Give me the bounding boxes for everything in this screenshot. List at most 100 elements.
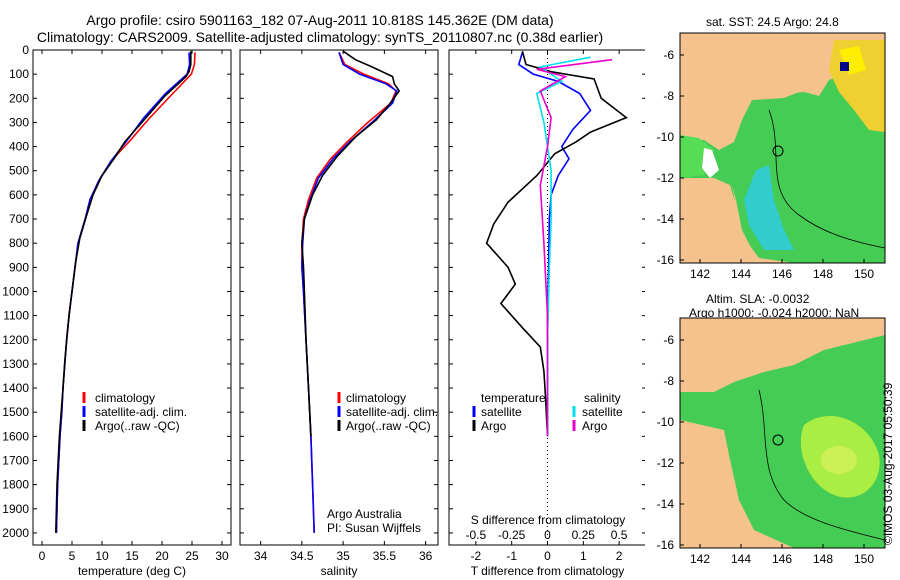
panel-salinity: 34 34.5 35 35.5 36 salinity xyxy=(239,49,439,578)
s-difference-tick-label: -0.25 xyxy=(498,528,526,542)
sla-map-cape-york xyxy=(680,425,764,548)
salinity-series-argo-raw-qc xyxy=(301,50,401,437)
sst-lat-tick-label: -10 xyxy=(657,130,675,144)
temperature-series-satellite-adj-clim xyxy=(55,52,191,533)
difference-series-salinity-argo xyxy=(536,58,613,437)
sla-lon-tick-label: 142 xyxy=(690,552,710,566)
depth-tick-label: 1100 xyxy=(3,309,29,323)
salinity-plot-frame xyxy=(239,49,439,546)
sla-map-isobath xyxy=(758,389,885,541)
profile-plots: climatology satellite-adj. clim. Argo(..… xyxy=(2,43,645,578)
sla-lon-tick-label: 144 xyxy=(731,552,751,566)
depth-tick-label: 1500 xyxy=(2,405,29,419)
sst-lat-tick-label: -8 xyxy=(663,89,674,103)
credit-line1: Argo Australia xyxy=(327,507,402,521)
difference-series-temperature-satellite xyxy=(517,52,592,437)
legend2-climatology-label: climatology xyxy=(346,391,406,405)
legend2-argo-label: Argo(..raw -QC) xyxy=(346,419,431,433)
s-difference-tick-label: 0 xyxy=(544,528,551,542)
figure-subtitle: Climatology: CARS2009. Satellite-adjuste… xyxy=(36,29,604,45)
figure-title: Argo profile: csiro 5901163_182 07-Aug-2… xyxy=(86,12,554,28)
sla-lat-tick-label: -6 xyxy=(663,333,674,347)
temperature-x-tick-label: 15 xyxy=(125,549,139,563)
temperature-x-tick-label: 10 xyxy=(95,549,109,563)
sla-map-peak-anomaly xyxy=(821,446,857,474)
difference-x-tick-label: -1 xyxy=(506,549,517,563)
depth-tick-label: 800 xyxy=(9,236,29,250)
sla-lat-tick-label: -10 xyxy=(657,415,675,429)
sst-lon-tick-label: 150 xyxy=(854,267,874,281)
salinity-x-tick-label: 35.5 xyxy=(373,549,397,563)
depth-tick-label: 1600 xyxy=(2,429,29,443)
s-difference-tick-label: 0.25 xyxy=(572,528,596,542)
depth-tick-label: 100 xyxy=(9,67,29,81)
sla-map xyxy=(680,318,885,548)
difference-x-tick-label: -2 xyxy=(471,549,482,563)
sst-lon-tick-label: 146 xyxy=(772,267,792,281)
legend-difference: temperature salinity satellite Argo sate… xyxy=(471,391,626,527)
difference-series-temperature-argo xyxy=(485,50,628,437)
depth-tick-label: 0 xyxy=(22,43,29,57)
depth-tick-label: 2000 xyxy=(2,526,29,540)
legend-s-argo-label: Argo xyxy=(582,419,608,433)
legend-climatology-label: climatology xyxy=(95,391,155,405)
sla-map-title-1: Altim. SLA: -0.0032 xyxy=(706,292,810,306)
sla-lat-tick-label: -16 xyxy=(657,538,675,552)
depth-tick-label: 1900 xyxy=(2,502,29,516)
sla-lon-tick-label: 146 xyxy=(772,552,792,566)
temperature-series-climatology xyxy=(55,52,196,533)
s-difference-tick-label: -0.5 xyxy=(466,528,487,542)
salinity-x-tick-label: 34.5 xyxy=(290,549,314,563)
sla-lon-tick-label: 148 xyxy=(813,552,833,566)
temperature-x-tick-label: 20 xyxy=(155,549,169,563)
salinity-x-tick-label: 35 xyxy=(336,549,350,563)
legend-temperature-salinity: climatology satellite-adj. clim. Argo(..… xyxy=(82,391,438,535)
imos-timestamp: ©IMOS 03-Aug-2017 05:50:39 xyxy=(881,382,895,545)
legend-t-argo-label: Argo xyxy=(481,419,507,433)
depth-tick-label: 1000 xyxy=(2,284,29,298)
depth-tick-label: 400 xyxy=(9,140,29,154)
depth-tick-label: 1400 xyxy=(2,381,29,395)
depth-tick-label: 600 xyxy=(9,188,29,202)
depth-tick-label: 300 xyxy=(9,115,29,129)
credit-line2: PI: Susan Wijffels xyxy=(327,521,421,535)
sst-map-gap xyxy=(702,148,719,178)
salinity-x-tick-label: 36 xyxy=(419,549,433,563)
difference-series-group xyxy=(485,50,628,437)
sst-map-argo-location xyxy=(772,145,784,157)
temperature-x-tick-label: 25 xyxy=(185,549,199,563)
difference-x-tick-label: 0 xyxy=(544,549,551,563)
difference-x-axis-label: T difference from climatology xyxy=(471,564,625,578)
panel-difference: -2 -1 0 1 2T difference from climatology -0.5… xyxy=(448,49,645,578)
salinity-series-climatology xyxy=(301,52,397,533)
maps: -6 -8 -10 -12 -14 -16 142 144 146 148 150 -6 -8 -10 -1… xyxy=(657,32,886,566)
sla-lat-tick-label: -12 xyxy=(657,456,675,470)
depth-tick-label: 500 xyxy=(9,164,29,178)
sst-map-coastal-cyan xyxy=(744,165,794,250)
salinity-series-satellite-adj-clim xyxy=(301,52,398,533)
salinity-series-group xyxy=(301,50,401,533)
sst-lon-tick-label: 142 xyxy=(690,267,710,281)
sst-lat-tick-label: -16 xyxy=(657,253,675,267)
sla-map-new-guinea xyxy=(680,318,885,392)
depth-tick-label: 1700 xyxy=(2,453,29,467)
legend-salinity-heading: salinity xyxy=(584,391,621,405)
temperature-x-tick-label: 30 xyxy=(215,549,229,563)
legend-argo-label: Argo(..raw -QC) xyxy=(95,419,180,433)
sst-map-sea xyxy=(680,74,885,263)
legend2-satellite-label: satellite-adj. clim. xyxy=(346,405,438,419)
sla-map-argo-location xyxy=(772,434,784,446)
sla-lon-tick-label: 150 xyxy=(854,552,874,566)
depth-tick-label: 1800 xyxy=(2,478,29,492)
sla-lat-tick-label: -14 xyxy=(657,497,675,511)
depth-tick-label: 200 xyxy=(9,91,29,105)
difference-x-tick-label: 1 xyxy=(580,549,587,563)
s-difference-axis-label: S difference from climatology xyxy=(471,513,626,527)
sst-lon-tick-label: 144 xyxy=(731,267,751,281)
s-difference-tick-label: 0.5 xyxy=(611,528,628,542)
legend-t-satellite-label: satellite xyxy=(481,405,522,419)
sst-map-isobath xyxy=(768,109,885,249)
sst-map-title: sat. SST: 24.5 Argo: 24.8 xyxy=(706,15,839,29)
depth-tick-label: 1300 xyxy=(2,357,29,371)
temperature-x-tick-label: 0 xyxy=(39,549,46,563)
